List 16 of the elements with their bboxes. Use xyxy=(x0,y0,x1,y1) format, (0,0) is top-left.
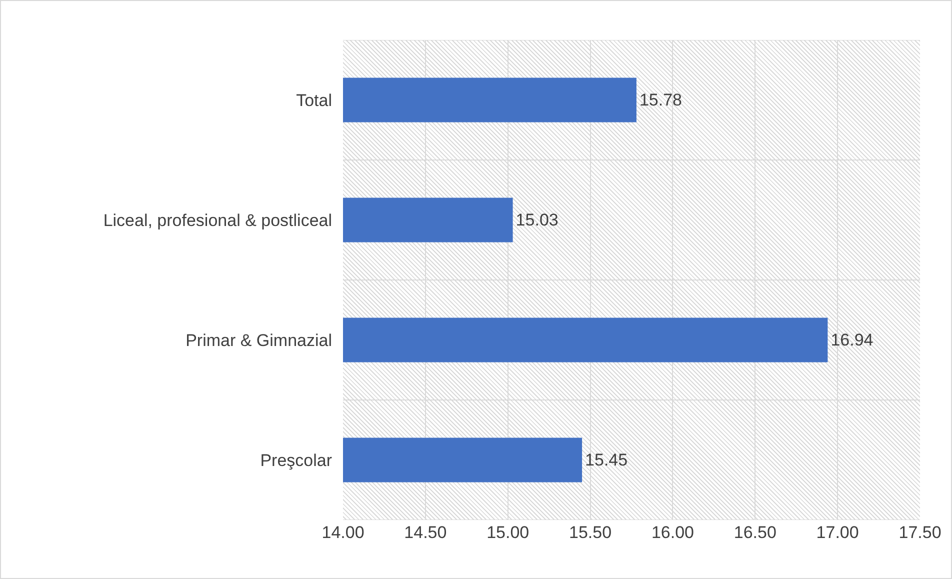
x-tick-label: 15.00 xyxy=(486,523,530,542)
y-tick-label: Primar & Gimnazial xyxy=(186,330,332,350)
y-tick-label: Liceal, profesional & postliceal xyxy=(103,210,332,230)
y-tick-label: Total xyxy=(296,90,332,110)
y-tick-label: Preşcolar xyxy=(260,450,332,470)
x-tick-label: 14.00 xyxy=(322,523,364,542)
data-label: 15.45 xyxy=(585,450,628,470)
data-label: 15.78 xyxy=(639,90,682,110)
x-tick-label: 17.50 xyxy=(898,523,942,542)
x-tick-label: 16.50 xyxy=(734,523,776,542)
x-tick-label: 14.50 xyxy=(404,523,447,542)
x-tick-label: 15.50 xyxy=(569,523,612,542)
data-label: 15.03 xyxy=(516,210,558,230)
x-tick-label: 16.00 xyxy=(651,523,694,542)
data-label: 16.94 xyxy=(830,330,874,350)
x-tick-label: 17.00 xyxy=(816,523,859,542)
